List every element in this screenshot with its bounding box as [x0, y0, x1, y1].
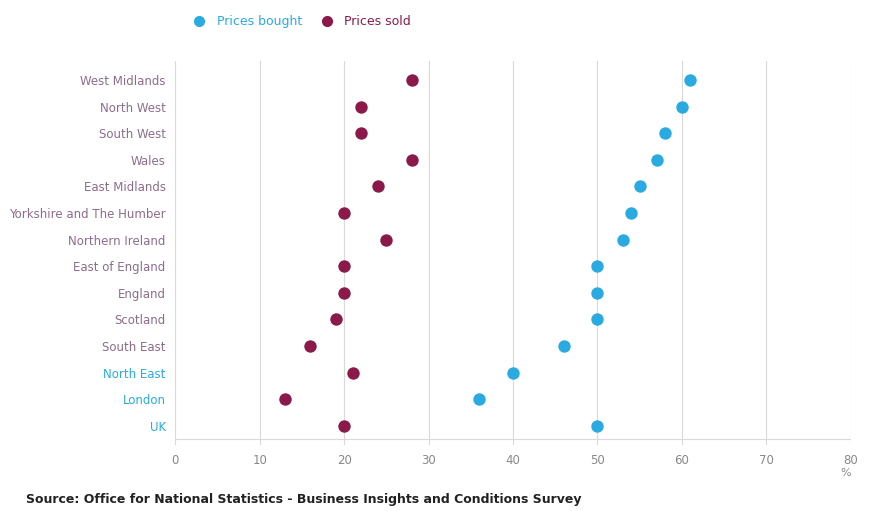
Point [404, 156, 419, 164]
Point [624, 209, 638, 217]
Point [590, 315, 604, 323]
Legend: Prices bought, Prices sold: Prices bought, Prices sold [182, 10, 417, 33]
Point [506, 368, 520, 377]
Point [675, 103, 689, 111]
Point [557, 342, 571, 350]
Point [354, 103, 368, 111]
Point [472, 395, 486, 403]
Point [658, 129, 672, 137]
Point [337, 209, 351, 217]
Point [337, 262, 351, 270]
Point [590, 289, 604, 297]
Point [354, 129, 368, 137]
Point [278, 395, 292, 403]
Point [590, 422, 604, 430]
Point [337, 422, 351, 430]
Point [346, 368, 360, 377]
Point [404, 76, 419, 84]
Point [303, 342, 317, 350]
Point [650, 156, 664, 164]
Point [337, 289, 351, 297]
Point [371, 182, 385, 191]
Point [380, 236, 394, 244]
Point [590, 262, 604, 270]
Point [616, 236, 630, 244]
Point [329, 315, 343, 323]
Text: %: % [840, 468, 851, 478]
Point [683, 76, 697, 84]
Text: Source: Office for National Statistics - Business Insights and Conditions Survey: Source: Office for National Statistics -… [26, 493, 581, 506]
Point [632, 182, 646, 191]
